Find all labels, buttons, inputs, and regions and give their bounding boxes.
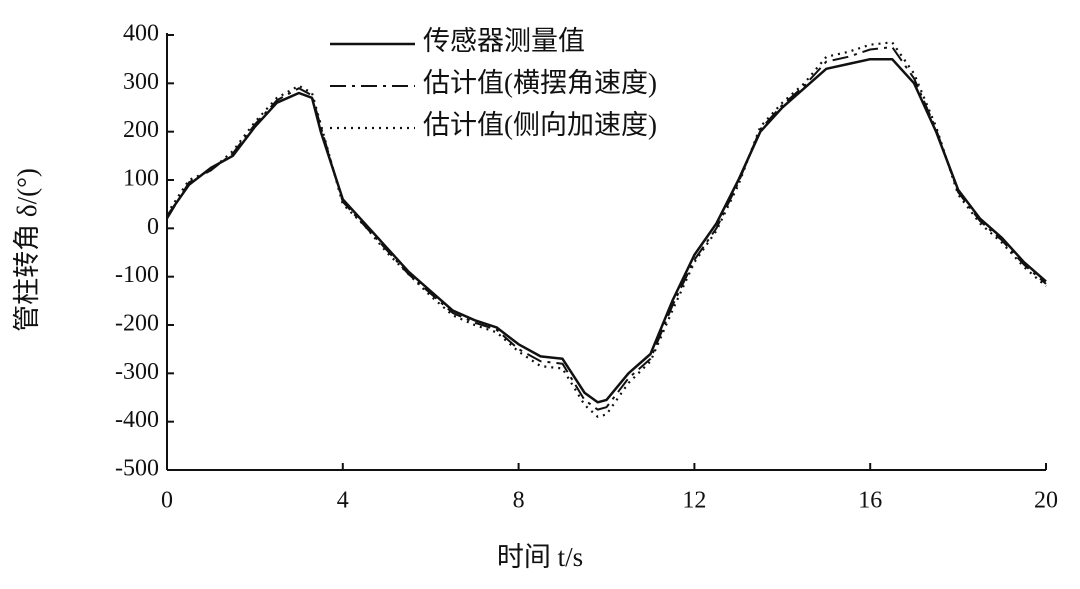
y-axis-label: 管柱转角 δ/(°) <box>12 168 42 332</box>
x-tick-label: 0 <box>161 488 173 514</box>
x-tick-label: 20 <box>1034 488 1058 514</box>
y-tick-label: -400 <box>115 407 159 433</box>
x-tick-label: 12 <box>682 488 706 514</box>
y-tick-label: -200 <box>115 311 159 337</box>
legend-label: 估计值(横摆角速度) <box>423 68 657 98</box>
y-tick-label: -300 <box>115 359 159 385</box>
series-line <box>166 46 1047 411</box>
y-tick-label: 400 <box>123 21 159 47</box>
series-line <box>166 41 1047 418</box>
y-tick-label: 0 <box>147 214 159 240</box>
y-tick-label: 100 <box>123 166 159 192</box>
y-tick-label: 200 <box>123 117 159 143</box>
y-tick-label: -100 <box>115 262 159 288</box>
x-tick-label: 8 <box>513 488 525 514</box>
legend-label: 传感器测量值 <box>423 26 585 56</box>
x-tick-label: 4 <box>337 488 349 514</box>
legend-label: 估计值(侧向加速度) <box>423 110 657 140</box>
y-tick-label: 300 <box>123 69 159 95</box>
x-axis-label: 时间 t/s <box>497 542 583 572</box>
y-tick-label: -500 <box>115 456 159 482</box>
series-line <box>165 57 1047 404</box>
x-tick-label: 16 <box>858 488 882 514</box>
